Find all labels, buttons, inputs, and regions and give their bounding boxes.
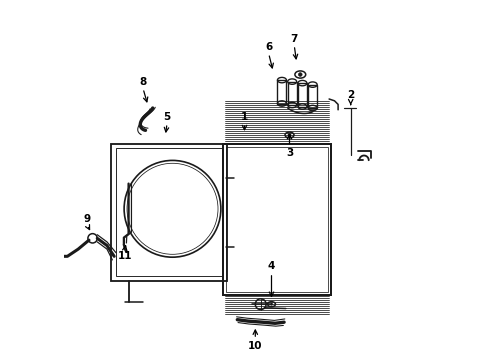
Text: 7: 7 <box>290 33 297 44</box>
Bar <box>223 144 330 295</box>
Bar <box>297 83 306 107</box>
Text: 8: 8 <box>139 77 146 87</box>
Circle shape <box>269 303 272 306</box>
Circle shape <box>298 73 302 76</box>
Bar <box>225 147 327 292</box>
Bar <box>307 85 317 108</box>
Bar <box>111 144 226 281</box>
Text: 3: 3 <box>285 148 292 158</box>
Text: 11: 11 <box>118 251 132 261</box>
Text: 2: 2 <box>346 90 354 100</box>
Bar <box>115 148 222 276</box>
Bar <box>277 80 286 104</box>
Text: 5: 5 <box>163 112 170 122</box>
Text: 6: 6 <box>264 42 272 52</box>
Text: 9: 9 <box>83 213 91 224</box>
Text: 4: 4 <box>267 261 275 271</box>
Bar <box>287 82 296 105</box>
Text: 10: 10 <box>247 341 262 351</box>
Text: 1: 1 <box>241 112 247 122</box>
Circle shape <box>287 133 291 137</box>
